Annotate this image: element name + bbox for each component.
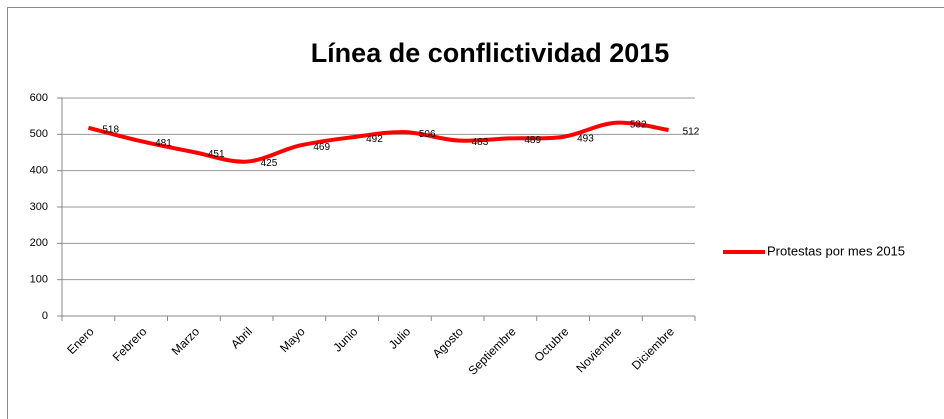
data-label: 425 xyxy=(261,158,278,169)
y-tick-label: 0 xyxy=(42,310,48,322)
data-label: 518 xyxy=(102,124,119,135)
chart-border xyxy=(7,7,944,419)
y-tick-label: 500 xyxy=(30,128,48,140)
legend-label: Protestas por mes 2015 xyxy=(767,243,905,258)
y-tick-label: 400 xyxy=(30,165,48,177)
data-label: 492 xyxy=(366,134,383,145)
data-label: 489 xyxy=(524,135,541,146)
data-label: 506 xyxy=(419,129,436,140)
y-tick-label: 600 xyxy=(30,92,48,104)
y-tick-label: 100 xyxy=(30,274,48,286)
data-label: 469 xyxy=(313,142,330,153)
y-tick-label: 200 xyxy=(30,237,48,249)
data-label: 451 xyxy=(208,149,225,160)
data-label: 481 xyxy=(155,138,172,149)
data-label: 532 xyxy=(630,119,647,130)
chart-title: Línea de conflictividad 2015 xyxy=(311,38,670,68)
data-line xyxy=(87,120,669,164)
y-tick-label: 300 xyxy=(30,201,48,213)
data-label: 493 xyxy=(577,134,594,145)
data-label: 483 xyxy=(472,137,489,148)
data-label: 512 xyxy=(683,127,700,138)
